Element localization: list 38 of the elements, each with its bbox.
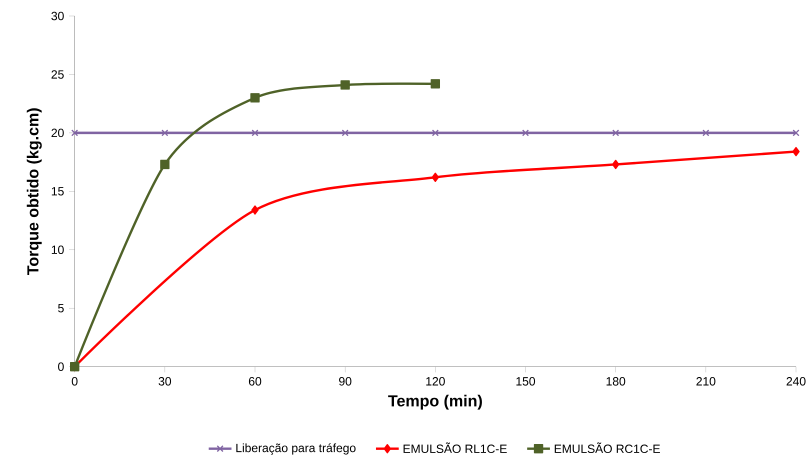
point xyxy=(522,129,530,136)
y-tick-label: 10 xyxy=(52,246,64,254)
point xyxy=(792,129,800,136)
y-tick-label: 5 xyxy=(58,304,64,312)
point xyxy=(71,129,78,136)
x-tick-label: 60 xyxy=(248,377,262,386)
x-tick-label: 180 xyxy=(606,377,626,386)
x-axis-title: Tempo (min) xyxy=(388,394,482,410)
point xyxy=(251,205,259,215)
y-tick-label: 30 xyxy=(51,12,64,20)
point xyxy=(252,129,259,136)
legend-label: EMULSÃO RL1C-E xyxy=(404,442,507,454)
point xyxy=(432,129,439,136)
x-tick-label: 150 xyxy=(516,377,536,386)
point xyxy=(612,160,620,170)
point xyxy=(250,93,260,102)
point xyxy=(432,172,440,182)
y-tick-label: 25 xyxy=(52,70,64,79)
point xyxy=(702,129,710,136)
point xyxy=(161,129,168,136)
point xyxy=(160,160,170,170)
legend-label: Liberação para tráfego xyxy=(236,443,356,455)
x-tick-label: 30 xyxy=(158,377,172,386)
point xyxy=(340,80,350,90)
y-tick-label: 20 xyxy=(52,128,64,138)
x-tick-label: 120 xyxy=(426,377,445,386)
y-tick-label: 15 xyxy=(52,187,64,196)
x-tick-label: 240 xyxy=(786,377,806,386)
point xyxy=(612,129,620,136)
point xyxy=(430,79,440,88)
y-axis-title: Torque obtido (kg.cm) xyxy=(26,108,42,275)
x-tick-label: 210 xyxy=(696,377,716,386)
point xyxy=(342,129,349,136)
point xyxy=(792,146,800,156)
legend-label: EMULSÃO RC1C-E xyxy=(554,442,660,454)
y-tick-label: 0 xyxy=(58,362,64,371)
x-tick-label: 0 xyxy=(72,377,78,386)
x-tick-label: 90 xyxy=(339,377,352,386)
